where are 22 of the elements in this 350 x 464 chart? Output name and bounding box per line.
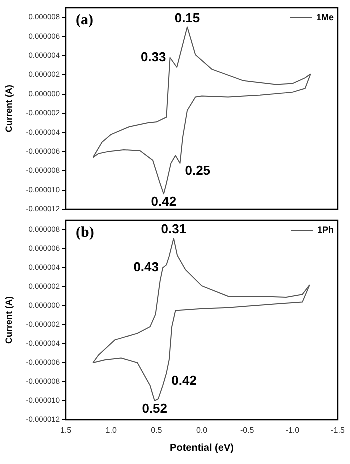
annotation: 0.31 bbox=[161, 222, 187, 237]
x-tick-label: 1.0 bbox=[106, 426, 118, 436]
x-axis-title: Potential (eV) bbox=[170, 442, 234, 454]
legend-label: 1Ph bbox=[317, 224, 334, 235]
annotation: (b) bbox=[76, 224, 94, 241]
x-tick-label: -1.5 bbox=[331, 426, 346, 436]
annotation: (a) bbox=[76, 12, 94, 28]
annotation: 0.25 bbox=[185, 163, 211, 178]
x-tick-label: 1.5 bbox=[60, 426, 72, 436]
x-tick-label: -0.5 bbox=[240, 426, 255, 436]
legend-label: 1Me bbox=[316, 12, 334, 22]
annotation: 0.15 bbox=[174, 10, 200, 26]
annotation: 0.42 bbox=[151, 194, 177, 210]
annotation: 0.42 bbox=[172, 373, 197, 388]
x-tick-label: -1.0 bbox=[286, 426, 300, 436]
annotation: 0.52 bbox=[142, 401, 168, 416]
annotation: 0.33 bbox=[140, 49, 166, 64]
x-tick-label: 0.0 bbox=[196, 426, 208, 436]
annotation: 0.43 bbox=[134, 260, 160, 275]
y-axis-title: Current (A) bbox=[4, 296, 14, 344]
y-axis-title: Current (A) bbox=[4, 85, 14, 132]
x-tick-label: 0.5 bbox=[151, 426, 163, 436]
